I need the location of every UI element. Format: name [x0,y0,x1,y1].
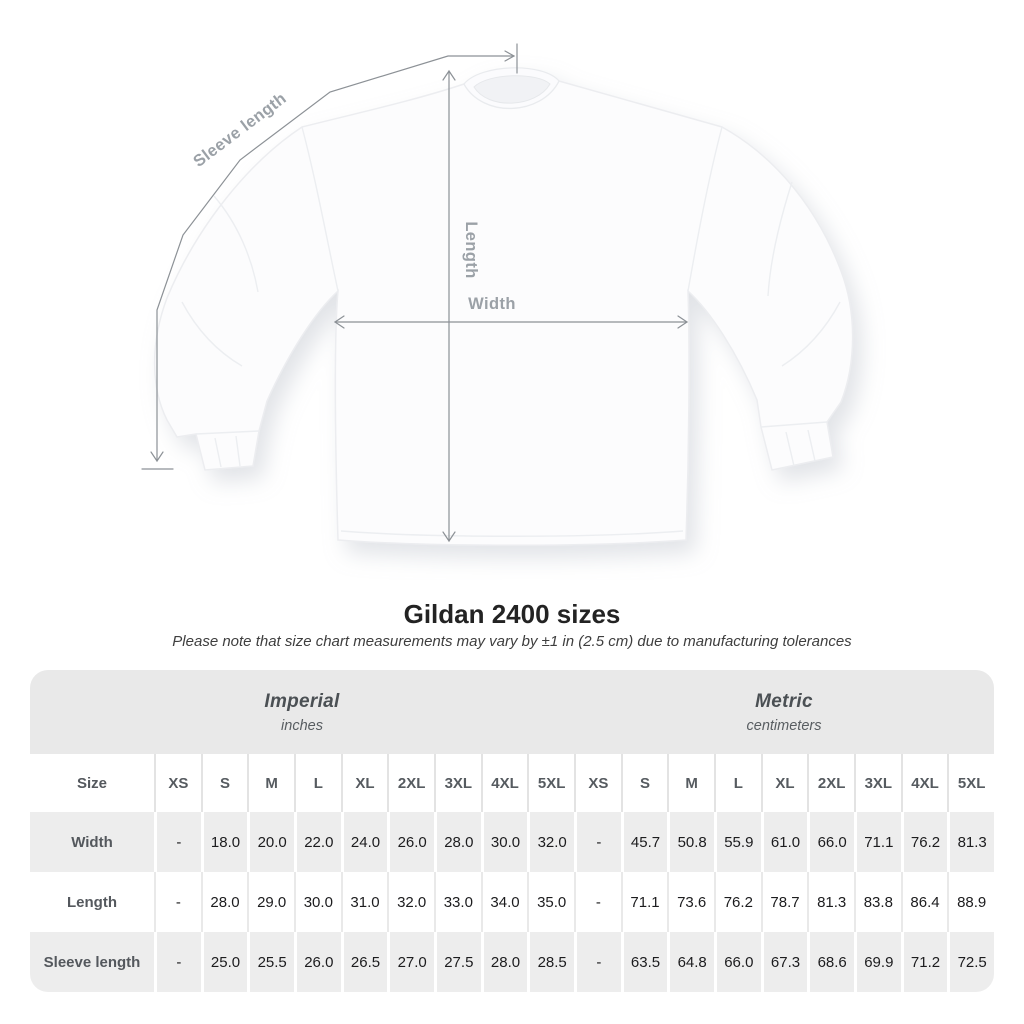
value-cell: 28.5 [527,932,574,992]
value-cell: 28.0 [480,932,528,992]
value-cell: 25.0 [200,932,248,992]
value-cell: 72.5 [947,932,994,992]
row-label-width: Width [71,833,113,851]
value-cell: 24.0 [340,812,388,872]
size-col-header: 3XL [434,754,481,812]
shirt-illustration [153,67,854,546]
size-col-header: XS [574,754,621,812]
value-cell: 28.0 [434,812,481,872]
size-col-header: 3XL [854,754,901,812]
table-row-sleeve-length: Sleeve length -25.0 25.5 26.0 26.5 27.0 27.5 2… [30,932,994,992]
value-cell: 50.8 [667,812,714,872]
value-cell: 71.1 [620,872,668,932]
value-cell: 28.0 [200,872,248,932]
value-cell: 68.6 [807,932,854,992]
value-cell: 88.9 [947,872,994,932]
size-col-header: 4XL [900,754,948,812]
imperial-unit: inches [281,717,323,734]
width-dimension-line [333,315,689,329]
length-dimension-line [442,69,456,543]
value-cell: 34.0 [480,872,528,932]
row-label-sleeve-length: Sleeve length [43,953,141,971]
value-cell: 22.0 [294,812,341,872]
size-col-header: 5XL [527,754,574,812]
value-cell: 66.0 [714,932,761,992]
value-cell: 30.0 [480,812,528,872]
size-col-header: XL [760,754,808,812]
value-cell: 81.3 [947,812,994,872]
size-col-header: M [667,754,714,812]
sleeve-length-dimension-line [141,43,518,470]
size-table: Imperial inches Metric centimeters Size … [30,670,994,992]
value-cell: - [574,872,621,932]
value-cell: 86.4 [900,872,948,932]
metric-title: Metric [755,690,813,712]
value-cell: 27.5 [434,932,481,992]
size-column-header: Size [76,774,107,792]
size-col-header: S [200,754,248,812]
value-cell: 32.0 [387,872,434,932]
size-col-header: 2XL [387,754,434,812]
value-cell: 31.0 [340,872,388,932]
value-cell: 32.0 [527,812,574,872]
value-cell: 45.7 [620,812,668,872]
size-col-header: L [714,754,761,812]
value-cell: 25.5 [247,932,294,992]
size-col-header: 5XL [947,754,994,812]
page-title: Gildan 2400 sizes [403,599,621,629]
value-cell: 76.2 [900,812,948,872]
imperial-header: Imperial inches [30,670,574,754]
tolerance-note: Please note that size chart measurements… [172,633,852,650]
value-cell: 81.3 [807,872,854,932]
shirt-diagram: Sleeve length Length Width [141,43,854,546]
value-cell: 61.0 [760,812,808,872]
value-cell: 27.0 [387,932,434,992]
value-cell: 20.0 [247,812,294,872]
size-col-header: M [247,754,294,812]
value-cell: 35.0 [527,872,574,932]
value-cell: 63.5 [620,932,668,992]
value-cell: - [154,872,201,932]
size-header-row: Size XS S M L XL 2XL 3XL 4XL 5XL XS S M L XL 2XL 3XL 4XL… [30,754,994,812]
width-label: Width [468,295,516,313]
metric-unit: centimeters [746,717,822,734]
value-cell: 55.9 [714,812,761,872]
table-row-width: Width -18.0 20.0 22.0 24.0 26.0 28.0 30.0 32.0-… [30,812,994,872]
size-col-header: S [620,754,668,812]
value-cell: - [154,932,201,992]
value-cell: 26.0 [387,812,434,872]
value-cell: 26.0 [294,932,341,992]
size-col-header: XS [154,754,201,812]
value-cell: 18.0 [200,812,248,872]
value-cell: 64.8 [667,932,714,992]
value-cell: 83.8 [854,872,901,932]
value-cell: 26.5 [340,932,388,992]
value-cell: 71.1 [854,812,901,872]
value-cell: 66.0 [807,812,854,872]
size-col-header: XL [340,754,388,812]
row-label-length: Length [67,893,117,911]
value-cell: 73.6 [667,872,714,932]
value-cell: 30.0 [294,872,341,932]
value-cell: - [574,812,621,872]
size-col-header: L [294,754,341,812]
metric-header: Metric centimeters [574,670,994,754]
value-cell: 29.0 [247,872,294,932]
unit-header-row: Imperial inches Metric centimeters [30,670,994,754]
value-cell: 78.7 [760,872,808,932]
size-col-header: 4XL [480,754,528,812]
length-label: Length [462,221,480,278]
size-col-header: 2XL [807,754,854,812]
table-row-length: Length -28.0 29.0 30.0 31.0 32.0 33.0 34.0 35.0… [30,872,994,932]
value-cell: - [154,812,201,872]
value-cell: 76.2 [714,872,761,932]
imperial-title: Imperial [264,690,340,712]
value-cell: - [574,932,621,992]
value-cell: 71.2 [900,932,948,992]
value-cell: 33.0 [434,872,481,932]
value-cell: 69.9 [854,932,901,992]
value-cell: 67.3 [760,932,808,992]
